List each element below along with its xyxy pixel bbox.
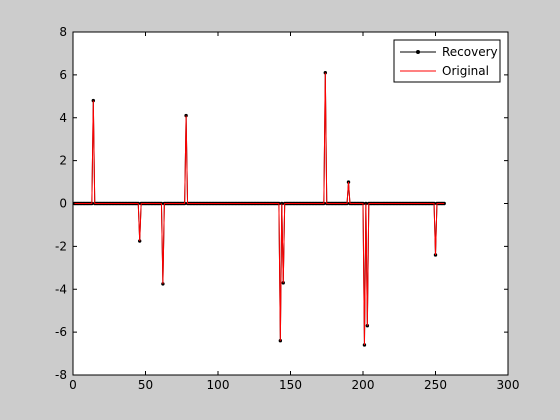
x-tick-label: 100 (207, 378, 230, 392)
x-tick-label: 150 (279, 378, 302, 392)
y-tick-label: 8 (59, 25, 67, 39)
legend-box (393, 39, 501, 83)
y-tick-label: 2 (59, 154, 67, 168)
y-tick-label: -8 (55, 368, 67, 382)
axis-tick-labels: 0 50 100 150 200 250 300 -8 -6 -4 -2 0 2 4 6 8 (55, 25, 519, 392)
x-tick-label: 50 (138, 378, 153, 392)
legend-label-recovery: Recovery (442, 45, 498, 59)
y-tick-label: -4 (55, 282, 67, 296)
y-tick-label: 0 (59, 197, 67, 211)
y-tick-label: -6 (55, 325, 67, 339)
series-line-original (74, 72, 445, 345)
x-tick-label: 300 (497, 378, 520, 392)
y-tick-label: -2 (55, 239, 67, 253)
legend-marker-recovery (416, 50, 420, 54)
legend: Recovery Original (393, 39, 501, 83)
y-tick-label: 6 (59, 68, 67, 82)
x-tick-label: 250 (424, 378, 447, 392)
y-tick-label: 4 (59, 111, 67, 125)
series-layer (72, 71, 446, 347)
x-tick-label: 0 (69, 378, 77, 392)
axis-ticks (72, 31, 509, 376)
x-tick-label: 200 (352, 378, 375, 392)
legend-label-original: Original (442, 64, 489, 78)
